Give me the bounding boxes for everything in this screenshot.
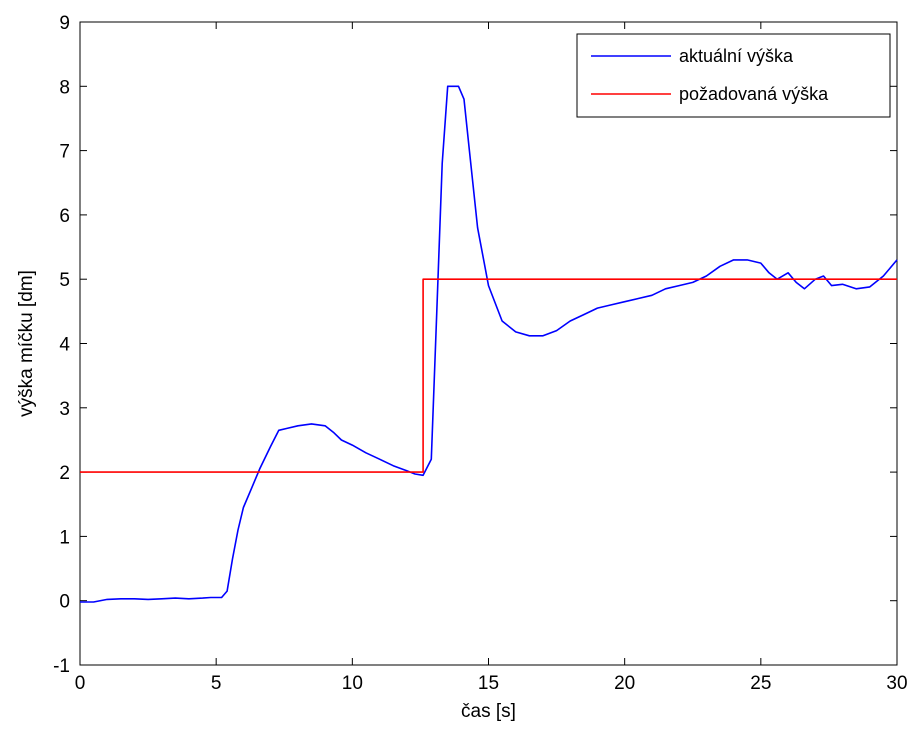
legend-box — [576, 33, 891, 118]
x-tick-label: 5 — [211, 673, 222, 694]
series-line-desired — [80, 278, 897, 473]
y-tick-label: 0 — [59, 592, 70, 613]
series-layer — [80, 85, 898, 603]
y-tick-label: 6 — [59, 206, 70, 227]
x-tick-label: 30 — [886, 673, 907, 694]
legend: aktuální výška požadovaná výška — [576, 33, 891, 118]
x-tick-label: 10 — [342, 673, 363, 694]
series-line-actual — [80, 85, 898, 603]
legend-label-desired: požadovaná výška — [679, 84, 829, 104]
x-tick-label: 15 — [478, 673, 499, 694]
y-tick-label: 2 — [59, 463, 70, 484]
y-tick-label: 9 — [59, 13, 70, 34]
x-tick-label: 0 — [75, 673, 86, 694]
y-tick-label: 1 — [59, 527, 70, 548]
x-tick-label: 20 — [614, 673, 635, 694]
y-tick-label: 7 — [59, 142, 70, 163]
y-tick-label: 5 — [59, 270, 70, 291]
y-tick-label: 8 — [59, 77, 70, 98]
y-tick-label: 3 — [59, 399, 70, 420]
y-axis-label: výška míčku [dm] — [16, 270, 37, 417]
plot-area — [79, 21, 898, 666]
legend-label-actual: aktuální výška — [679, 46, 794, 66]
axis-ticks — [79, 21, 898, 666]
y-tick-label: -1 — [53, 656, 70, 677]
x-tick-label: 25 — [750, 673, 771, 694]
x-axis-label: čas [s] — [461, 701, 516, 722]
y-tick-label: 4 — [59, 335, 70, 356]
